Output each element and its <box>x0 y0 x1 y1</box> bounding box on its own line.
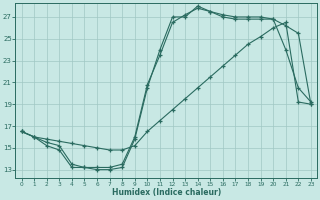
X-axis label: Humidex (Indice chaleur): Humidex (Indice chaleur) <box>112 188 221 197</box>
